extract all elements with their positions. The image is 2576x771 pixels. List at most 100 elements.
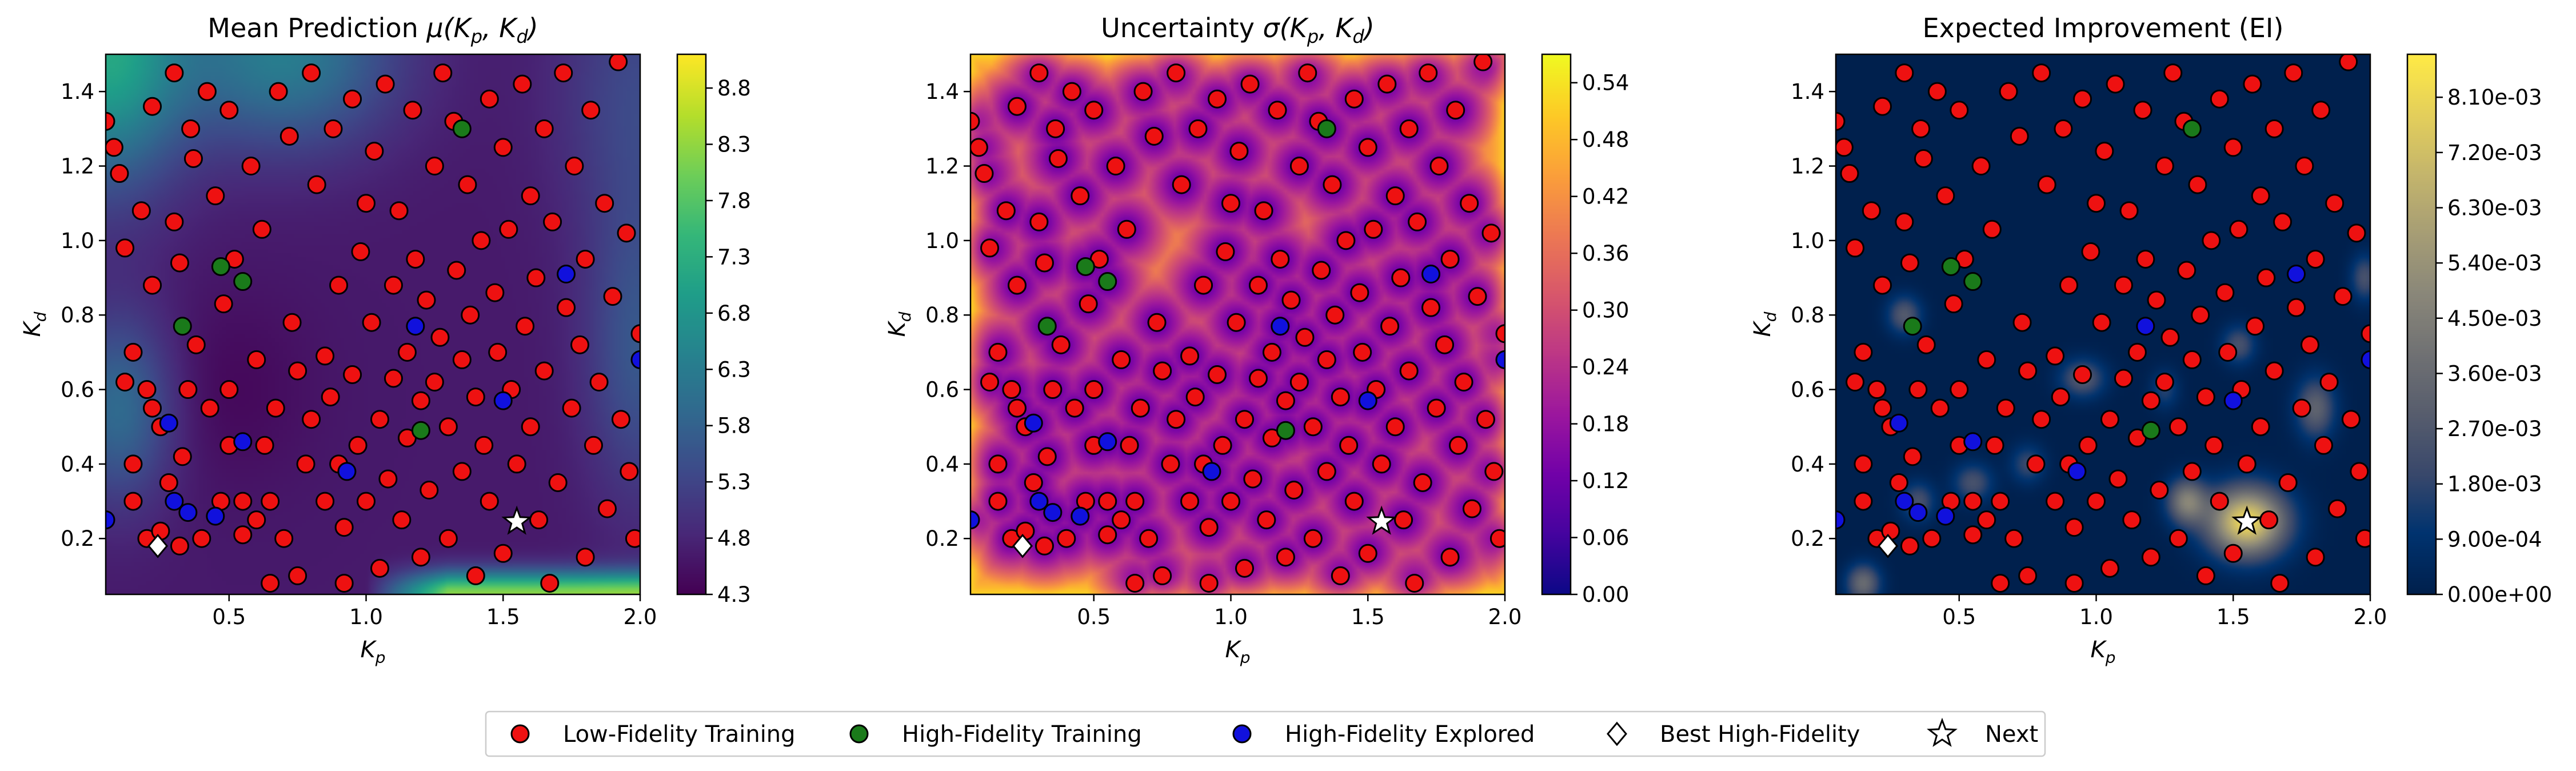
low-fidelity-point <box>521 417 540 437</box>
low-fidelity-point <box>1460 194 1479 213</box>
low-fidelity-point <box>1289 373 1309 392</box>
low-fidelity-point <box>321 388 340 407</box>
high-fidelity-explored-point <box>2287 265 2306 284</box>
low-fidelity-point <box>2037 175 2056 194</box>
low-fidelity-point <box>2018 361 2038 381</box>
high-fidelity-explored-point <box>2067 462 2087 481</box>
high-fidelity-explored-point <box>1043 503 1063 522</box>
panels: 0.5 1.0 1.5 2.0 0.2 0.4 0.6 0.8 1.0 1.2 1.4 Kp Kd Mea… <box>19 13 2552 667</box>
low-fidelity-point <box>1227 313 1246 332</box>
low-fidelity-point <box>611 410 630 429</box>
low-fidelity-point <box>2265 361 2284 381</box>
x-tick-label: 1.0 <box>349 605 383 629</box>
high-fidelity-explored-point <box>971 510 980 530</box>
low-fidelity-point <box>2319 373 2339 392</box>
colorbar-tick-label: 7.8 <box>717 189 751 213</box>
sigma-frame <box>969 53 1506 596</box>
colorbar-tick-label: 6.3 <box>717 357 751 382</box>
low-fidelity-point <box>2032 63 2051 83</box>
high-fidelity-explored-point <box>1024 413 1043 433</box>
low-fidelity-point <box>480 89 499 109</box>
low-fidelity-point <box>1199 573 1219 593</box>
low-fidelity-point <box>389 201 409 221</box>
ei-colorbar <box>2407 54 2436 594</box>
low-fidelity-point <box>1221 492 1241 511</box>
low-fidelity-point <box>183 149 203 168</box>
low-fidelity-point <box>1873 398 1892 418</box>
low-fidelity-point <box>540 573 560 593</box>
low-fidelity-point <box>2078 436 2098 455</box>
low-fidelity-point <box>2202 231 2221 250</box>
x-axis-label: Kp <box>2090 637 2115 667</box>
low-fidelity-point <box>269 82 288 101</box>
low-fidelity-point <box>2204 436 2224 455</box>
low-fidelity-point <box>288 566 307 585</box>
low-fidelity-point <box>1295 327 1315 347</box>
low-fidelity-point <box>996 201 1016 221</box>
high-fidelity-explored-point <box>337 462 357 481</box>
low-fidelity-point <box>1473 54 1493 71</box>
low-fidelity-point <box>1977 350 1996 369</box>
low-fidelity-point <box>576 548 595 567</box>
low-fidelity-point <box>1914 149 1933 168</box>
y-tick-label: 0.4 <box>925 452 959 477</box>
low-fidelity-point <box>1440 548 1460 567</box>
low-fidelity-point <box>1419 63 1438 83</box>
low-fidelity-point <box>417 290 436 310</box>
y-tick-label: 0.2 <box>925 526 959 551</box>
high-fidelity-training-point <box>1276 421 1295 440</box>
y-tick-label: 1.0 <box>925 229 959 253</box>
low-fidelity-point <box>1035 253 1054 273</box>
low-fidelity-point <box>466 388 485 407</box>
low-fidelity-point <box>452 350 472 369</box>
low-fidelity-point <box>1317 462 1336 481</box>
low-fidelity-point <box>1084 101 1104 120</box>
low-fidelity-point <box>1002 380 1021 400</box>
low-fidelity-point <box>430 327 450 347</box>
high-fidelity-training-point <box>452 119 472 138</box>
low-fidelity-point <box>1271 249 1290 269</box>
low-fidelity-point <box>274 529 294 548</box>
low-fidelity-point <box>329 275 349 295</box>
sigma-title: Uncertainty σ(Kp, Kd) <box>1101 13 1375 47</box>
low-fidelity-point <box>1971 157 1991 176</box>
y-tick-label: 1.2 <box>1791 154 1824 179</box>
low-fidelity-point <box>2182 462 2202 481</box>
low-fidelity-point <box>2347 223 2366 243</box>
colorbar-tick-label: 5.8 <box>717 414 751 438</box>
low-fidelity-point <box>1399 361 1419 381</box>
low-fidelity-point <box>343 89 362 109</box>
low-fidelity-point <box>2026 454 2046 474</box>
low-fidelity-point <box>2100 410 2119 429</box>
high-fidelity-training-point <box>1941 257 1960 276</box>
low-fidelity-point <box>570 335 590 354</box>
low-fidelity-point <box>2100 558 2119 578</box>
x-tick-label: 1.5 <box>1351 605 1385 629</box>
low-fidelity-point <box>458 175 477 194</box>
low-fidelity-point <box>351 242 370 261</box>
low-fidelity-point <box>1240 74 1260 94</box>
low-fidelity-point <box>488 342 508 362</box>
legend-label: High-Fidelity Explored <box>1285 721 1535 748</box>
low-fidelity-point <box>2046 492 2065 511</box>
low-fidelity-point <box>362 313 381 332</box>
legend-label: Best High-Fidelity <box>1660 721 1860 748</box>
low-fidelity-point <box>1172 175 1191 194</box>
low-fidelity-point <box>617 223 636 243</box>
low-fidelity-point <box>1903 447 1922 466</box>
low-fidelity-point <box>143 275 162 295</box>
low-fidelity-point <box>2141 391 2160 410</box>
high-fidelity-explored-point <box>1889 413 1908 433</box>
low-fidelity-point <box>411 548 430 567</box>
high-fidelity-explored-point <box>1029 492 1049 511</box>
low-fidelity-point <box>2246 317 2265 336</box>
high-fidelity-explored-point <box>1936 506 1955 526</box>
low-fidelity-point <box>529 510 549 530</box>
low-fidelity-point <box>2301 335 2320 354</box>
low-fidelity-point <box>2287 298 2306 317</box>
low-fidelity-point <box>219 380 239 400</box>
y-axis-label: Kd <box>19 311 50 337</box>
low-fidelity-point <box>1385 417 1405 437</box>
y-tick-label: 1.2 <box>925 154 959 179</box>
high-fidelity-explored-point <box>1495 350 1505 369</box>
